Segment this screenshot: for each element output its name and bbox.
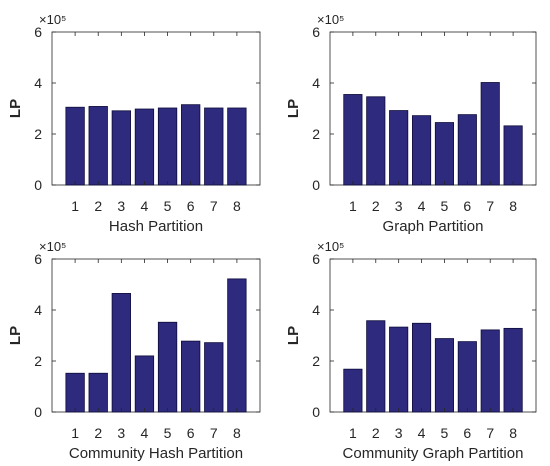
plot-area-frame: [51, 258, 261, 413]
x-tick-label: 7: [210, 198, 218, 214]
x-tick-label: 8: [509, 425, 517, 441]
bar: [411, 322, 432, 413]
bar: [65, 372, 85, 413]
bar: [204, 342, 224, 413]
y-tick-label: 6: [34, 251, 42, 267]
x-tick-label: 6: [463, 198, 471, 214]
bar: [88, 372, 108, 413]
y-tick-label: 0: [34, 177, 42, 193]
x-tick-label: 3: [395, 425, 403, 441]
x-tick-label: 8: [233, 198, 241, 214]
x-tick-label: 2: [94, 198, 102, 214]
y-tick-label: 2: [312, 353, 320, 369]
bar: [480, 82, 500, 186]
x-tick-label: 6: [187, 198, 195, 214]
y-exponent-label: ×10⁵: [39, 12, 66, 27]
y-exponent-label: ×10⁵: [317, 12, 344, 27]
x-tick-label: 4: [141, 425, 149, 441]
x-tick-label: 1: [71, 198, 79, 214]
bar: [134, 355, 155, 413]
bar: [343, 368, 363, 413]
x-tick-label: 4: [141, 198, 149, 214]
x-tick-label: 7: [210, 425, 218, 441]
bar: [411, 115, 432, 186]
y-tick-label: 6: [34, 24, 42, 40]
bar: [434, 122, 454, 186]
x-tick-label: 5: [441, 425, 449, 441]
x-tick-label: 1: [71, 425, 79, 441]
bar: [134, 108, 155, 186]
y-exponent-label: ×10⁵: [317, 239, 344, 254]
y-axis-label: LP: [7, 99, 24, 118]
x-tick-label: 5: [164, 425, 172, 441]
x-tick-label: 3: [117, 198, 125, 214]
x-axis-label: Community Hash Partition: [69, 445, 243, 462]
y-tick-label: 6: [312, 251, 320, 267]
x-tick-label: 5: [441, 198, 449, 214]
bar: [434, 338, 454, 413]
y-tick-label: 4: [312, 302, 320, 318]
y-tick-label: 0: [312, 177, 320, 193]
x-tick-label: 7: [486, 198, 494, 214]
y-tick-label: 0: [34, 404, 42, 420]
bar: [65, 106, 85, 186]
y-tick-label: 2: [34, 353, 42, 369]
bar: [227, 278, 247, 413]
x-tick-label: 8: [233, 425, 241, 441]
x-tick-label: 2: [372, 198, 380, 214]
y-axis-label: LP: [285, 99, 302, 118]
y-tick-label: 0: [312, 404, 320, 420]
bar: [204, 107, 224, 186]
x-tick-label: 1: [349, 425, 357, 441]
x-tick-label: 3: [117, 425, 125, 441]
y-tick-label: 4: [34, 302, 42, 318]
bar: [457, 114, 477, 186]
y-tick-label: 6: [312, 24, 320, 40]
y-tick-label: 4: [312, 75, 320, 91]
bar: [389, 110, 409, 186]
bar: [181, 104, 201, 186]
bar: [480, 329, 500, 413]
bar: [111, 293, 131, 413]
bar: [157, 107, 178, 186]
x-tick-label: 8: [509, 198, 517, 214]
bar: [343, 94, 363, 186]
bar: [181, 340, 201, 413]
x-tick-label: 5: [164, 198, 172, 214]
bar: [227, 107, 247, 186]
y-axis-label: LP: [7, 326, 24, 345]
x-axis-label: Community Graph Partition: [343, 445, 524, 462]
bar: [503, 327, 523, 413]
bar: [503, 125, 523, 186]
bar: [389, 326, 409, 413]
x-tick-label: 4: [418, 198, 426, 214]
x-tick-label: 3: [395, 198, 403, 214]
x-tick-label: 6: [187, 425, 195, 441]
x-tick-label: 4: [418, 425, 426, 441]
bar: [111, 110, 131, 186]
bar: [88, 106, 108, 186]
plot-area-frame: [51, 31, 261, 186]
bar: [366, 96, 386, 186]
y-axis-label: LP: [285, 326, 302, 345]
y-tick-label: 2: [312, 126, 320, 142]
x-tick-label: 2: [372, 425, 380, 441]
bar: [457, 341, 477, 413]
x-tick-label: 6: [463, 425, 471, 441]
y-tick-label: 2: [34, 126, 42, 142]
x-tick-label: 7: [486, 425, 494, 441]
bar: [157, 321, 178, 413]
plot-area-frame: [329, 258, 537, 413]
y-tick-label: 4: [34, 75, 42, 91]
plot-area-frame: [329, 31, 537, 186]
x-tick-label: 1: [349, 198, 357, 214]
x-axis-label: Graph Partition: [383, 218, 484, 235]
x-tick-label: 2: [94, 425, 102, 441]
bar: [366, 320, 386, 413]
y-exponent-label: ×10⁵: [39, 239, 66, 254]
x-axis-label: Hash Partition: [109, 218, 203, 235]
